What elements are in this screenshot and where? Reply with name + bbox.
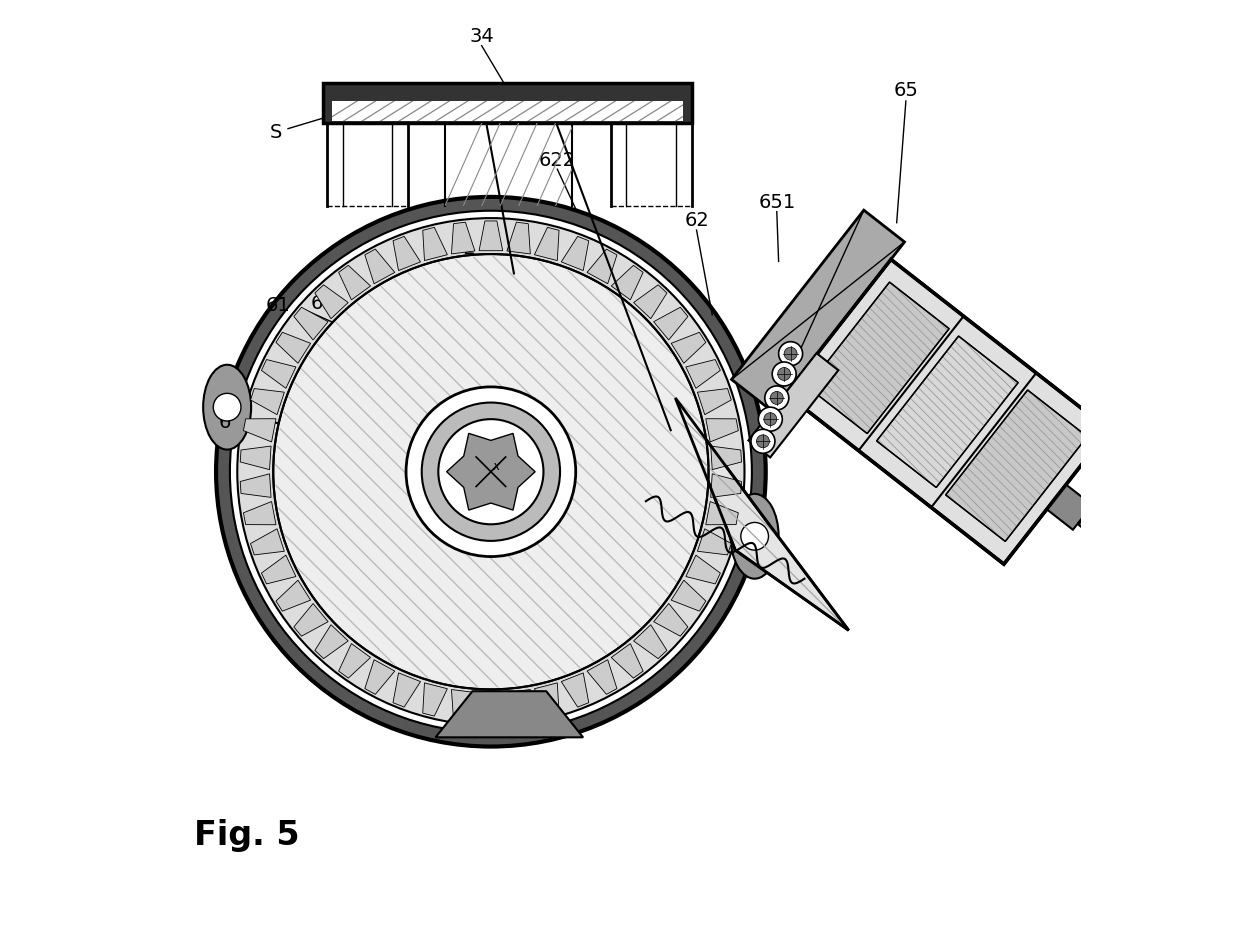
Text: 6: 6 [218, 413, 231, 432]
Polygon shape [294, 603, 329, 636]
Polygon shape [393, 672, 420, 707]
Polygon shape [423, 683, 448, 716]
Polygon shape [479, 221, 502, 251]
Polygon shape [507, 689, 531, 722]
Polygon shape [697, 529, 732, 555]
Polygon shape [315, 285, 348, 319]
Text: x: x [492, 460, 500, 473]
Polygon shape [241, 474, 272, 498]
Circle shape [784, 347, 797, 360]
Polygon shape [676, 398, 848, 630]
Circle shape [740, 523, 769, 550]
Polygon shape [587, 660, 618, 695]
Circle shape [779, 341, 802, 365]
Circle shape [764, 413, 776, 426]
Polygon shape [1078, 512, 1105, 537]
Circle shape [405, 387, 575, 557]
Polygon shape [241, 446, 272, 470]
Polygon shape [711, 474, 742, 498]
Polygon shape [611, 644, 644, 678]
Bar [324, 82, 692, 123]
Ellipse shape [730, 494, 779, 579]
Circle shape [777, 367, 791, 380]
Polygon shape [807, 282, 949, 434]
Polygon shape [587, 249, 618, 284]
Circle shape [422, 402, 560, 541]
Polygon shape [534, 683, 559, 716]
Polygon shape [706, 419, 738, 442]
Polygon shape [262, 360, 296, 388]
Circle shape [751, 429, 775, 453]
Polygon shape [634, 285, 667, 319]
Circle shape [756, 435, 769, 448]
Polygon shape [562, 237, 589, 271]
Polygon shape [732, 210, 904, 412]
Polygon shape [534, 228, 559, 261]
Polygon shape [946, 390, 1087, 541]
Polygon shape [711, 446, 742, 470]
Polygon shape [277, 332, 310, 364]
Circle shape [438, 419, 543, 524]
Text: Fig. 5: Fig. 5 [193, 820, 300, 853]
Circle shape [216, 197, 766, 746]
Polygon shape [686, 555, 720, 584]
Polygon shape [365, 249, 394, 284]
Polygon shape [243, 501, 277, 524]
Bar [332, 101, 683, 121]
Polygon shape [315, 624, 348, 659]
Circle shape [273, 254, 708, 689]
Polygon shape [365, 660, 394, 695]
Polygon shape [262, 555, 296, 584]
Polygon shape [671, 580, 706, 611]
Polygon shape [451, 689, 475, 722]
Polygon shape [250, 388, 284, 414]
Text: 65: 65 [894, 81, 919, 100]
Polygon shape [507, 222, 531, 254]
Text: L: L [463, 239, 474, 258]
Text: 651: 651 [758, 193, 795, 212]
Circle shape [229, 211, 751, 733]
Circle shape [759, 407, 782, 431]
Polygon shape [446, 434, 536, 510]
Polygon shape [294, 307, 329, 340]
Polygon shape [706, 501, 738, 524]
Polygon shape [653, 603, 688, 636]
Polygon shape [749, 353, 838, 458]
Polygon shape [686, 360, 720, 388]
Polygon shape [250, 529, 284, 555]
Circle shape [765, 386, 789, 410]
Polygon shape [877, 336, 1018, 487]
Polygon shape [393, 237, 420, 271]
Polygon shape [423, 228, 448, 261]
Polygon shape [479, 693, 502, 722]
Text: S: S [270, 123, 283, 142]
Circle shape [773, 362, 796, 386]
Circle shape [237, 218, 744, 725]
Polygon shape [277, 580, 310, 611]
Text: 622: 622 [538, 151, 575, 169]
Text: 34: 34 [469, 27, 494, 46]
Polygon shape [697, 388, 732, 414]
Polygon shape [435, 691, 583, 737]
Circle shape [770, 391, 784, 404]
Polygon shape [339, 644, 371, 678]
Polygon shape [339, 265, 371, 300]
Polygon shape [671, 332, 706, 364]
Text: 61: 61 [267, 296, 290, 315]
Circle shape [213, 393, 241, 421]
Polygon shape [786, 259, 1109, 564]
Polygon shape [451, 222, 475, 254]
Polygon shape [611, 265, 644, 300]
Polygon shape [562, 672, 589, 707]
Text: 62: 62 [684, 212, 709, 230]
Polygon shape [1047, 485, 1092, 530]
Text: 63: 63 [311, 294, 335, 314]
Polygon shape [634, 624, 667, 659]
Polygon shape [243, 419, 277, 442]
Ellipse shape [203, 364, 252, 450]
Polygon shape [653, 307, 688, 340]
